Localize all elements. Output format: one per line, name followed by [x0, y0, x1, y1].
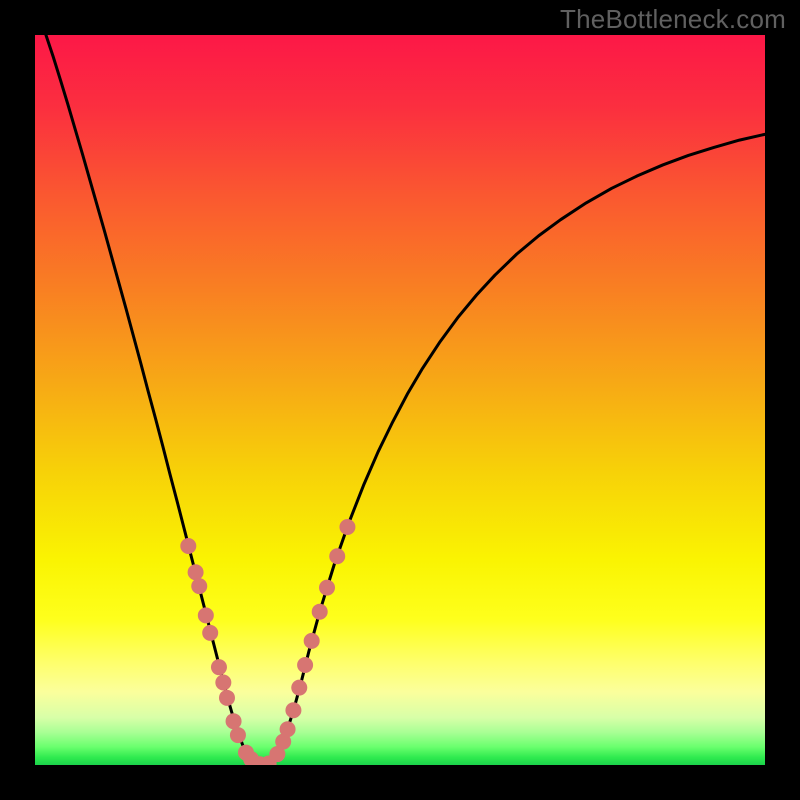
plot-background — [35, 35, 765, 765]
data-marker — [297, 657, 313, 673]
watermark-text: TheBottleneck.com — [560, 4, 786, 35]
data-marker — [312, 604, 328, 620]
data-marker — [219, 690, 235, 706]
data-marker — [339, 519, 355, 535]
data-marker — [304, 633, 320, 649]
data-marker — [329, 548, 345, 564]
chart-stage: TheBottleneck.com — [0, 0, 800, 800]
data-marker — [202, 625, 218, 641]
data-marker — [215, 675, 231, 691]
data-marker — [188, 564, 204, 580]
data-marker — [191, 578, 207, 594]
data-marker — [230, 727, 246, 743]
data-marker — [198, 607, 214, 623]
data-marker — [319, 580, 335, 596]
data-marker — [226, 713, 242, 729]
data-marker — [291, 680, 307, 696]
data-marker — [280, 721, 296, 737]
chart-svg — [0, 0, 800, 800]
data-marker — [180, 538, 196, 554]
data-marker — [285, 702, 301, 718]
data-marker — [211, 659, 227, 675]
